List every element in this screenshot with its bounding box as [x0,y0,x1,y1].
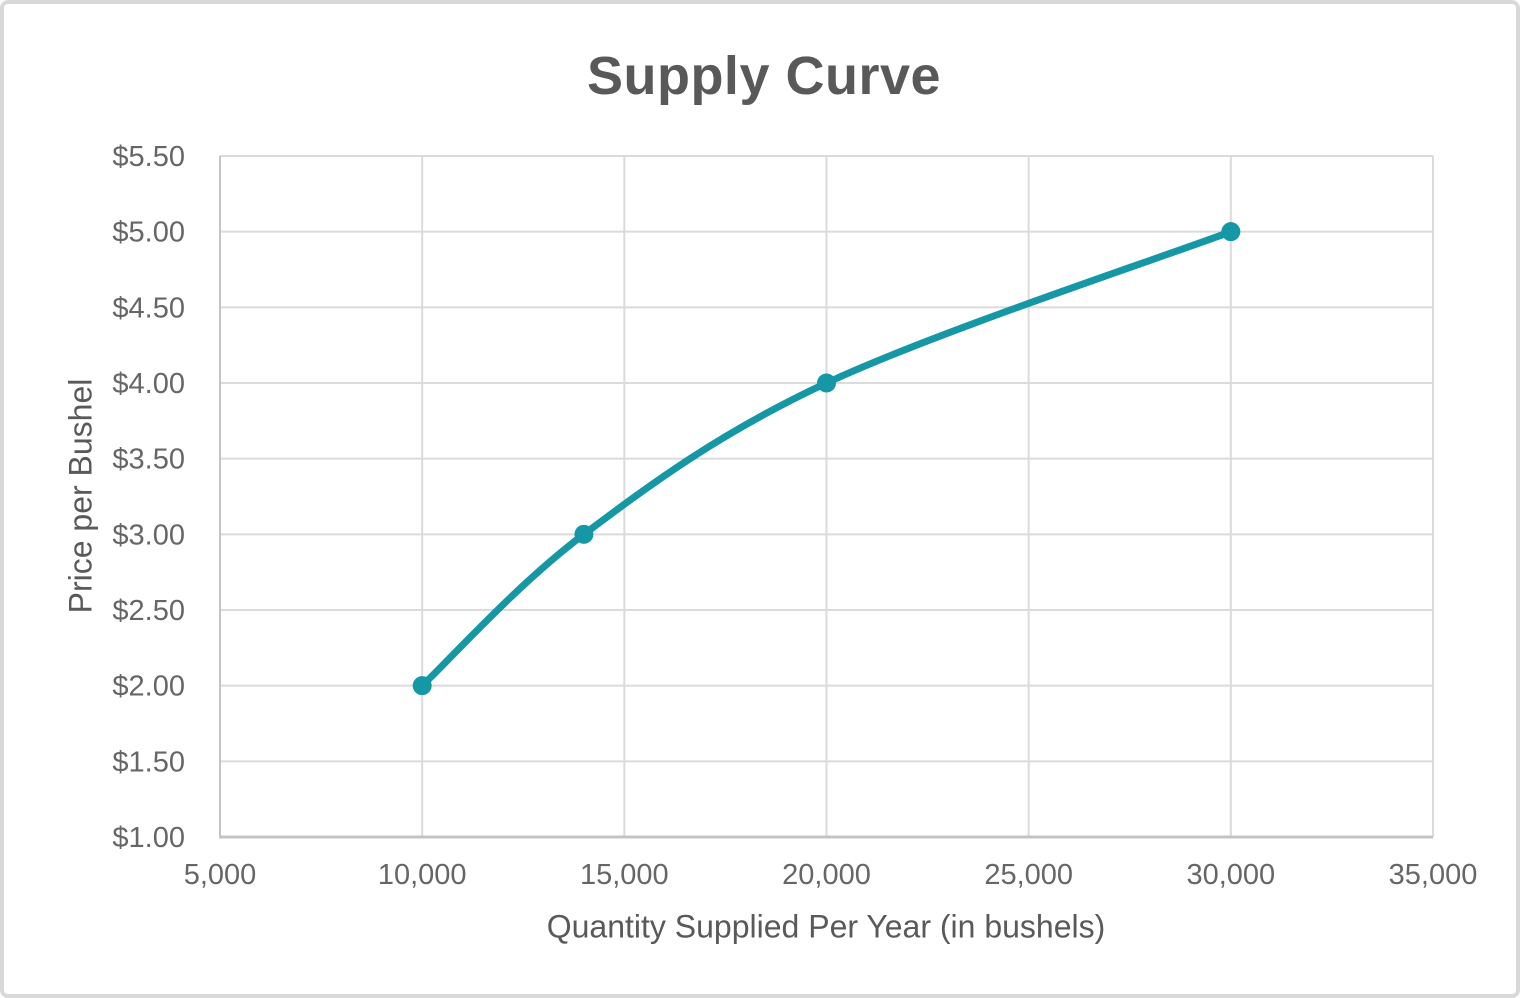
supply-curve-line [418,228,1235,690]
data-point-marker [412,676,432,696]
data-point-marker [1221,222,1241,242]
x-tick-label: 20,000 [782,859,871,891]
y-tick-label: $4.00 [112,368,185,400]
y-tick-label: $2.00 [112,671,185,703]
y-tick-label: $5.50 [112,141,185,173]
y-tick-label: $2.50 [112,595,185,627]
x-tick-label: 15,000 [580,859,669,891]
y-tick-label: $5.00 [112,217,185,249]
x-axis-title: Quantity Supplied Per Year (in bushels) [546,908,1106,945]
x-tick-label: 10,000 [378,859,467,891]
x-tick-label: 5,000 [184,859,257,891]
y-tick-label: $3.00 [112,519,185,551]
x-tick-label: 30,000 [1186,859,1275,891]
x-tick-label: 35,000 [1389,859,1478,891]
data-point-marker [574,524,594,544]
supply-curve-plot-area: $1.00 $1.50 $2.00 $2.50 $3.00 $3.50 $4.00 $4.50… [112,141,1478,891]
y-tick-label: $3.50 [112,444,185,476]
x-tick-label: 25,000 [984,859,1073,891]
chart-title: Supply Curve [586,46,942,106]
y-tick-label: $1.50 [112,746,185,778]
y-tick-label: $4.50 [112,292,185,324]
data-point-marker [817,373,836,393]
y-tick-label: $1.00 [112,822,185,854]
